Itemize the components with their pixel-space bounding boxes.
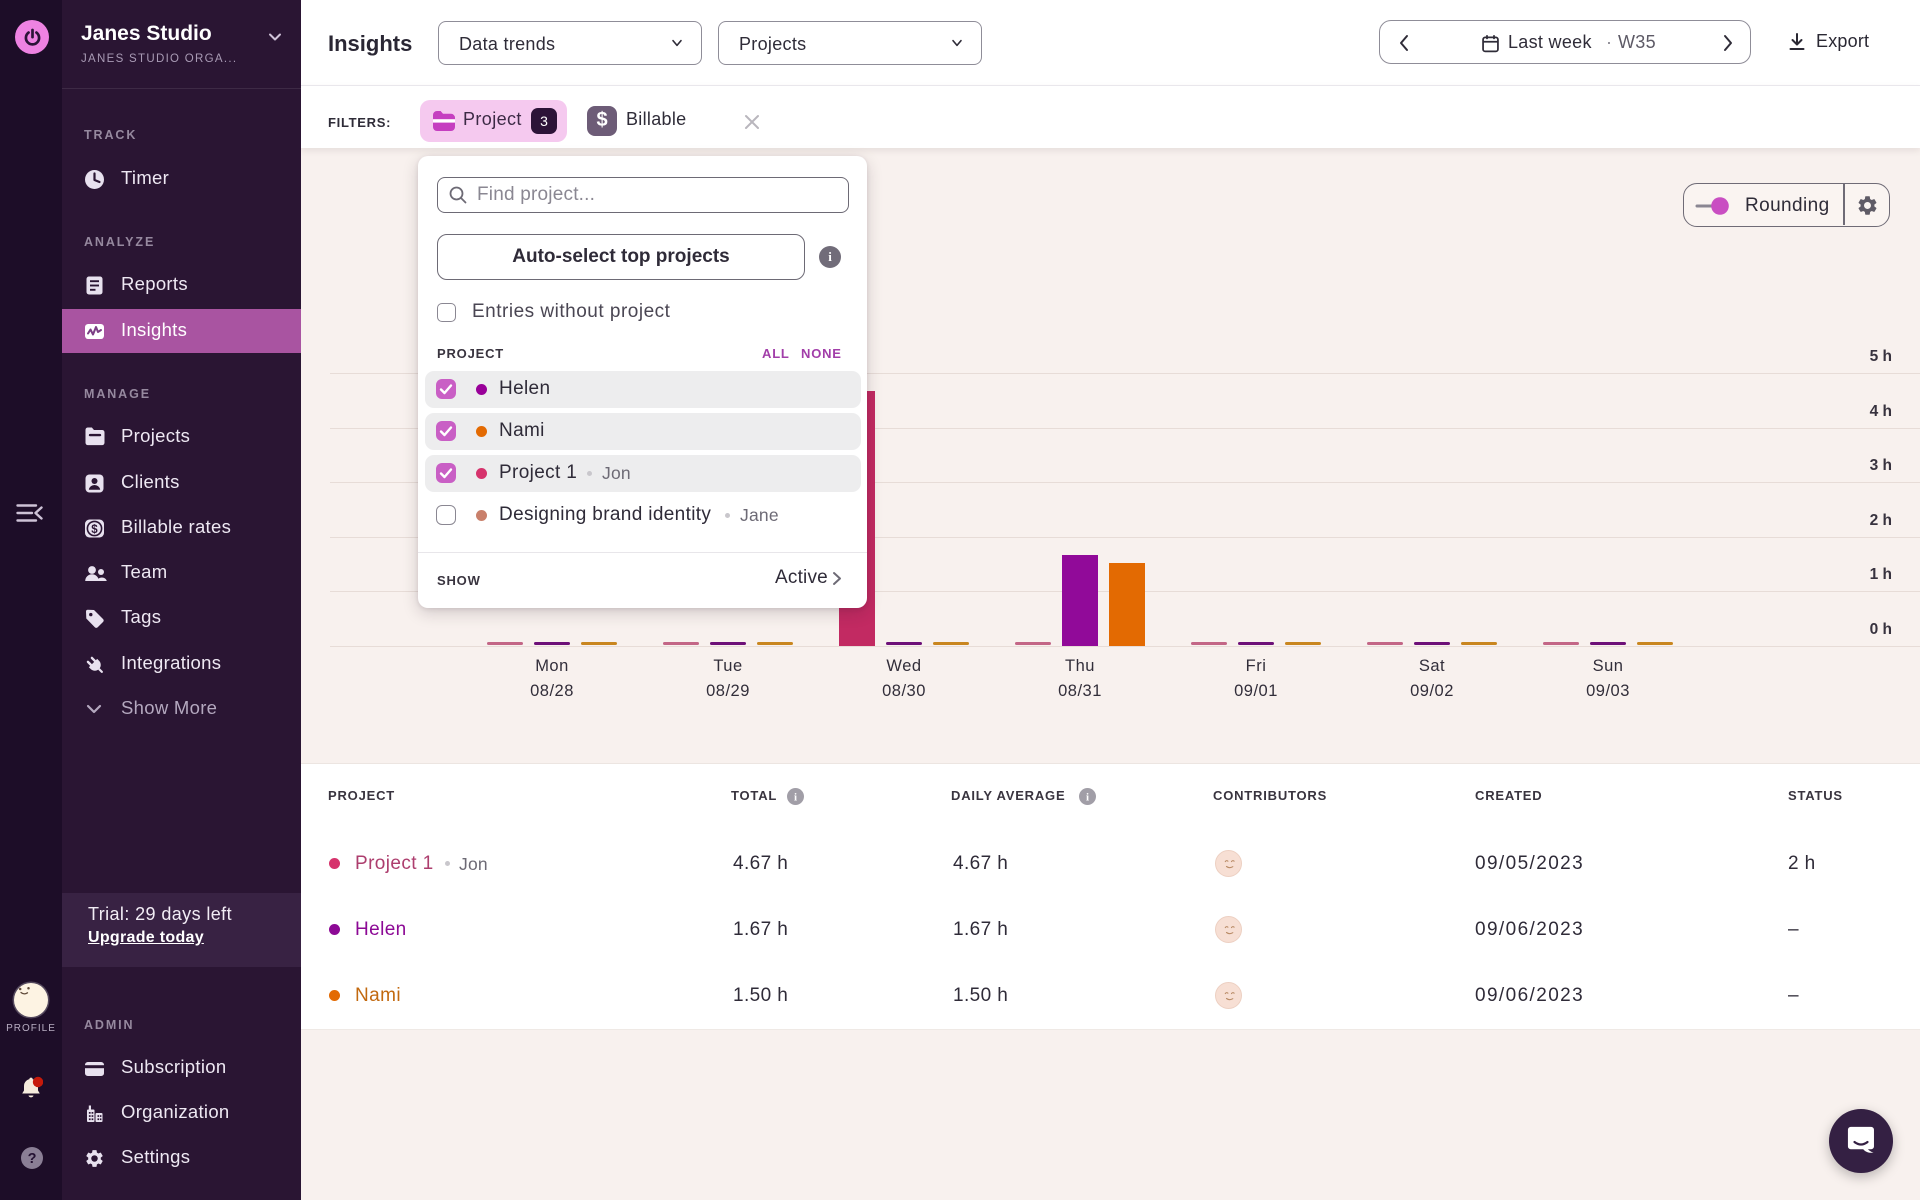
svg-text:i: i (1086, 792, 1089, 804)
svg-text:$: $ (91, 524, 98, 536)
svg-text:i: i (794, 792, 797, 804)
svg-text:?: ? (28, 1151, 37, 1167)
